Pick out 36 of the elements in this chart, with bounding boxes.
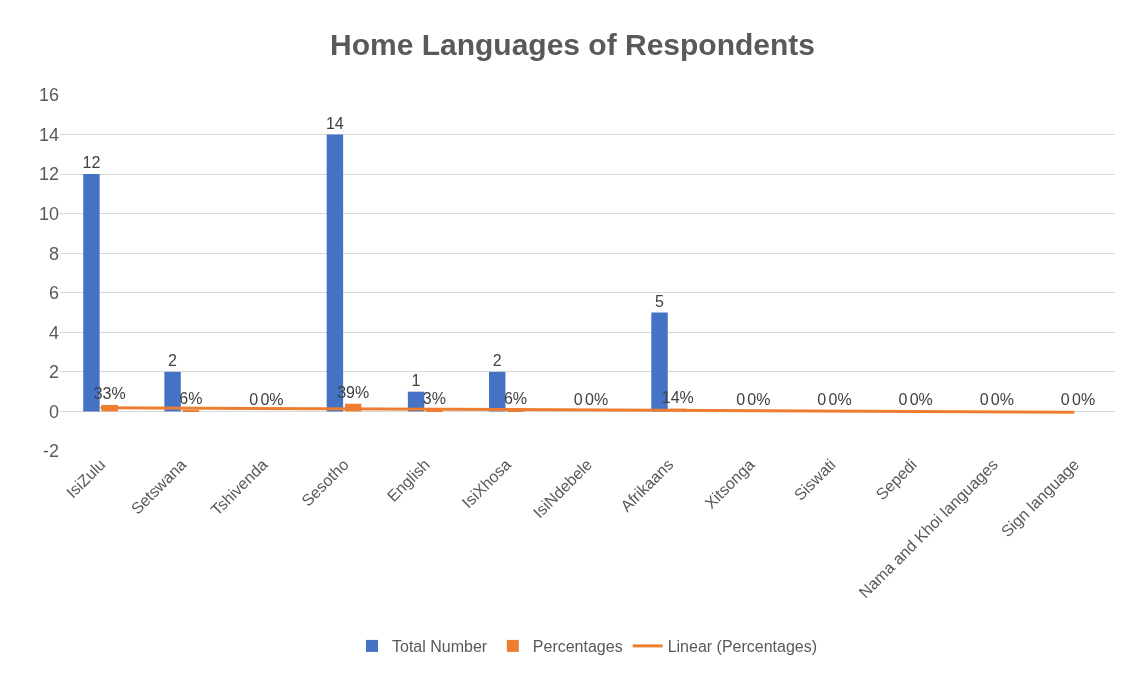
legend-label: Percentages xyxy=(532,638,623,656)
data-label: 2 xyxy=(492,351,502,369)
y-tick-label: 16 xyxy=(38,85,59,106)
data-label: 0% xyxy=(585,391,609,409)
data-label: 0% xyxy=(909,391,933,409)
y-tick-label: -2 xyxy=(42,441,59,462)
data-label: 0 xyxy=(898,391,908,409)
data-label: 0% xyxy=(1071,391,1096,409)
y-tick-label: 14 xyxy=(38,124,59,145)
data-label: 2 xyxy=(168,351,178,369)
data-label: 0 xyxy=(979,391,989,409)
legend-label: Total Number xyxy=(392,638,488,656)
legend-label: Linear (Percentages) xyxy=(667,638,818,656)
data-label: 12 xyxy=(82,154,101,172)
data-label: 0 xyxy=(736,391,746,409)
y-tick-label: 2 xyxy=(48,362,59,383)
y-tick-label: 12 xyxy=(38,164,59,185)
data-label: 0 xyxy=(249,391,259,409)
data-label: 0% xyxy=(747,391,771,409)
data-label: 14 xyxy=(325,114,344,132)
chart-title: Home Languages of Respondents xyxy=(329,27,816,61)
data-label: 0% xyxy=(990,391,1014,409)
data-label: 0% xyxy=(260,391,284,409)
y-tick-label: 6 xyxy=(48,283,59,304)
data-label: 0 xyxy=(1060,391,1070,409)
data-label: 0 xyxy=(573,391,583,409)
y-tick-label: 10 xyxy=(38,203,59,224)
y-tick-label: 8 xyxy=(48,243,59,264)
y-tick-label: 0 xyxy=(48,401,59,422)
data-label: 0 xyxy=(817,391,827,409)
data-label: 0% xyxy=(828,391,852,409)
data-label: 5 xyxy=(655,292,665,310)
bar xyxy=(164,371,181,412)
y-tick-label: 4 xyxy=(48,322,59,343)
data-label: 6% xyxy=(503,390,528,407)
data-label: 1 xyxy=(411,371,421,389)
